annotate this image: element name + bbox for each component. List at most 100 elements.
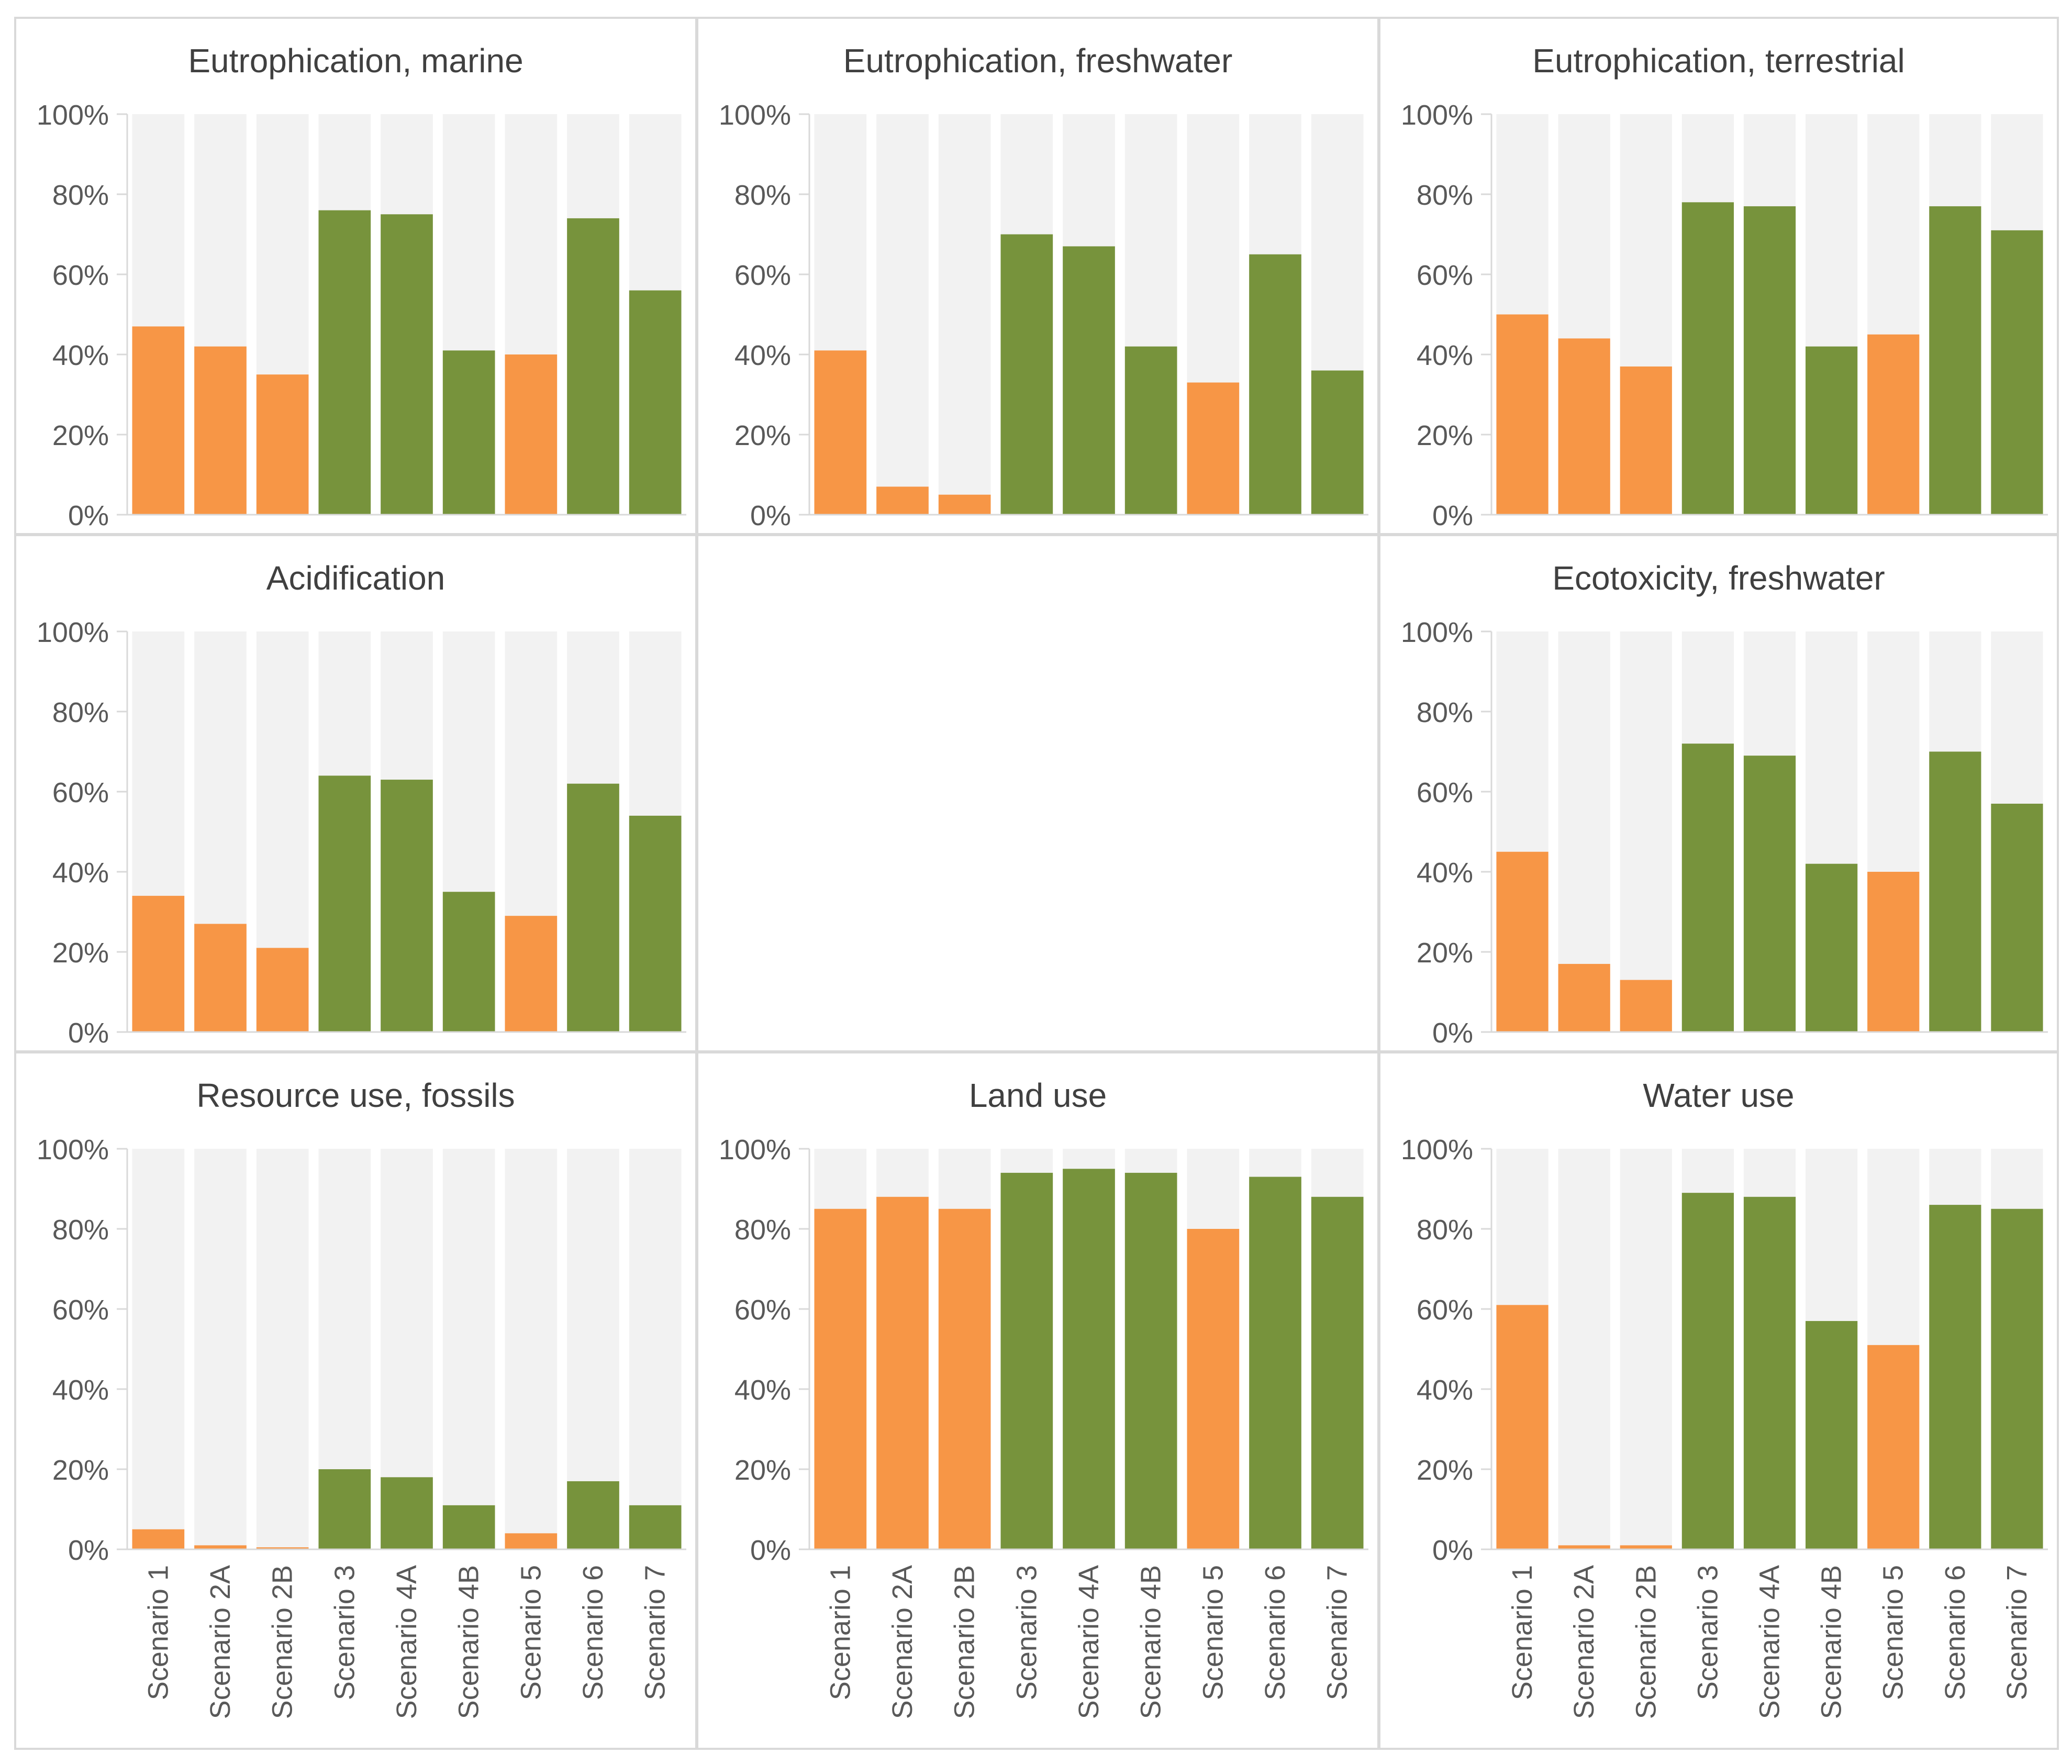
y-tick-label: 100% [1401,617,1473,648]
bar-scenario-1 [814,1208,867,1549]
bar-scenario-3 [1681,1193,1734,1549]
bar-scenario-3 [1681,744,1734,1032]
chart-title: Eutrophication, marine [188,42,523,80]
x-tick-label: Scenario 4B [453,1565,485,1719]
bar-background [1620,1149,1672,1549]
bar-background [132,1149,185,1549]
bar-background [876,114,929,515]
bar-scenario-2b [256,948,309,1032]
y-tick-label: 40% [734,340,791,371]
bar-scenario-7 [629,290,682,515]
x-tick-label: Scenario 2A [205,1565,236,1719]
bar-scenario-6 [1249,254,1301,515]
y-tick-label: 40% [1417,1374,1473,1406]
y-tick-label: 80% [52,697,109,728]
x-tick-label: Scenario 1 [825,1565,856,1700]
bar-scenario-5 [1187,1229,1240,1549]
chart-water-use: Water use 0% 20% 40% 60% 80% 100% Scenario 1 Sce… [1401,1077,2048,1719]
y-tick-label: 40% [734,1374,791,1406]
bar-scenario-4b [442,892,495,1032]
bar-scenario-2b [256,1547,309,1549]
chart-ecotoxicity-freshwater: Ecotoxicity, freshwater 0% 20% 40% 60% 80% 100… [1401,559,2048,1049]
bar-scenario-1 [814,350,867,515]
x-tick-label: Scenario 4B [1816,1565,1847,1719]
x-tick-label: Scenario 7 [640,1565,671,1700]
bar-background [1558,1149,1610,1549]
y-tick-label: 40% [52,1374,109,1406]
y-tick-label: 80% [1417,697,1473,728]
x-tick-label: Scenario 4A [1073,1565,1105,1719]
y-tick-label: 100% [719,99,791,131]
y-tick-label: 80% [734,1214,791,1246]
bar-scenario-6 [567,783,619,1032]
bar-scenario-2b [1620,1545,1672,1549]
x-tick-label: Scenario 2A [887,1565,918,1719]
x-tick-label: Scenario 2B [267,1565,298,1719]
bar-background [629,1149,682,1549]
y-tick-label: 20% [1417,937,1473,969]
bar-scenario-1 [1496,851,1549,1032]
x-tick-label: Scenario 2A [1568,1565,1600,1719]
bar-scenario-4a [1063,246,1115,515]
x-tick-label: Scenario 6 [1260,1565,1291,1700]
bar-scenario-2a [194,924,247,1032]
bar-scenario-5 [505,354,558,515]
chart-title: Water use [1643,1077,1794,1114]
y-tick-label: 0% [68,500,109,531]
y-tick-label: 60% [734,1294,791,1326]
bar-scenario-5 [1187,382,1240,515]
x-tick-label: Scenario 5 [1197,1565,1229,1700]
y-tick-label: 0% [68,1535,109,1566]
chart-title: Acidification [266,559,445,597]
x-tick-label: Scenario 2B [1630,1565,1662,1719]
y-tick-label: 60% [1417,777,1473,808]
y-tick-label: 0% [68,1017,109,1049]
x-tick-label: Scenario 6 [1940,1565,1971,1700]
y-tick-label: 60% [734,260,791,291]
y-tick-label: 100% [1401,99,1473,131]
bar-scenario-3 [318,775,371,1032]
bar-scenario-1 [1496,314,1549,515]
bar-scenario-2b [938,494,991,515]
x-tick-label: Scenario 3 [1692,1565,1723,1700]
y-tick-label: 80% [1417,180,1473,211]
bar-scenario-3 [318,210,371,515]
bar-scenario-4b [1806,1321,1858,1549]
bar-scenario-5 [505,1533,558,1549]
bar-scenario-3 [1000,1172,1053,1549]
y-tick-label: 80% [52,180,109,211]
bar-scenario-5 [1867,872,1920,1032]
y-tick-label: 100% [37,1134,109,1166]
bar-scenario-6 [1929,1205,1981,1549]
empty-panel [696,534,1379,1052]
y-tick-label: 0% [1432,1535,1473,1566]
bar-scenario-2b [1620,366,1672,515]
bar-scenario-5 [1867,334,1920,515]
y-tick-label: 100% [37,617,109,648]
bar-scenario-2b [938,1208,991,1549]
chart-title: Eutrophication, terrestrial [1532,42,1904,80]
bar-scenario-3 [1681,202,1734,515]
bar-background [256,1149,309,1549]
bar-scenario-3 [1000,234,1053,515]
bar-background [442,1149,495,1549]
x-tick-label: Scenario 4A [391,1565,422,1719]
chart-eutrophication-terrestrial: Eutrophication, terrestrial 0% 20% 40% 60% 80… [1401,42,2048,531]
y-tick-label: 0% [1432,1017,1473,1049]
y-tick-label: 20% [1417,1455,1473,1486]
y-tick-label: 100% [719,1134,791,1166]
y-tick-label: 20% [52,937,109,969]
y-tick-label: 60% [52,260,109,291]
y-tick-label: 100% [37,99,109,131]
bar-scenario-2b [256,374,309,515]
bar-scenario-6 [1249,1177,1301,1549]
chart-title: Resource use, fossils [196,1077,515,1114]
y-tick-label: 80% [1417,1214,1473,1246]
chart-eutrophication-freshwater: Eutrophication, freshwater 0% 20% 40% 60% 80%… [719,42,1368,531]
bar-scenario-4a [1743,756,1796,1032]
y-tick-label: 60% [52,1294,109,1326]
chart-resource-use-fossils: Resource use, fossils 0% 20% 40% 60% 80% 100% S… [37,1077,686,1719]
bar-scenario-2a [1558,1545,1610,1549]
y-tick-label: 100% [1401,1134,1473,1166]
bar-scenario-4a [1743,206,1796,515]
